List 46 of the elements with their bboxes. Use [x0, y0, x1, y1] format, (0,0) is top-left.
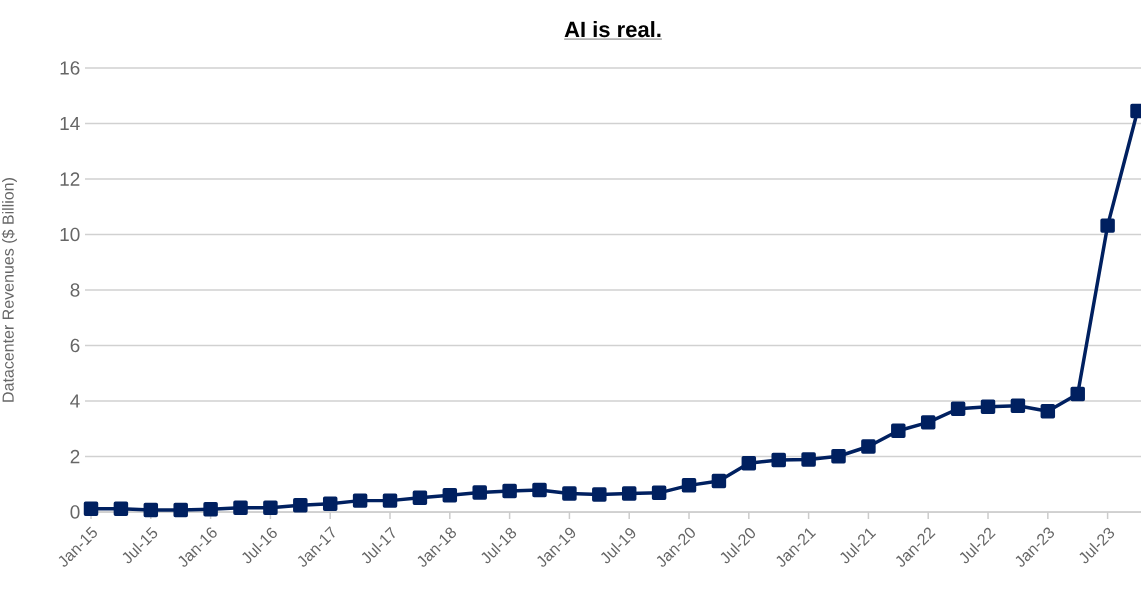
point [382, 493, 398, 508]
y-axis-title: Datacenter Revenues ($ Billion) [1, 178, 17, 402]
point [442, 488, 458, 503]
point [293, 498, 308, 513]
y-tick-label: 16 [60, 61, 80, 75]
point [412, 490, 428, 506]
point [233, 500, 248, 516]
y-tick-label: 12 [60, 172, 80, 186]
point [741, 455, 757, 471]
point [920, 415, 936, 430]
point [472, 485, 487, 500]
point [322, 496, 338, 511]
y-tick-label: 6 [70, 338, 80, 353]
point [621, 486, 637, 501]
point [592, 487, 607, 502]
point [711, 473, 727, 489]
point [801, 452, 816, 467]
point [1040, 404, 1056, 419]
point [83, 501, 99, 516]
point [532, 482, 547, 498]
point [1010, 398, 1026, 413]
y-tick-label: 8 [70, 283, 80, 297]
point [113, 501, 129, 516]
point [771, 452, 786, 468]
point [562, 486, 577, 501]
point [831, 448, 846, 464]
point [1100, 218, 1115, 233]
y-tick-label: 0 [70, 505, 80, 519]
y-tick-label: 14 [60, 116, 80, 131]
point [263, 500, 278, 516]
chart-title: AI is real. [564, 21, 661, 38]
point [173, 502, 188, 518]
y-tick-label: 4 [70, 394, 80, 408]
point [681, 478, 697, 493]
point [1070, 386, 1085, 402]
point [891, 423, 906, 438]
point [861, 439, 876, 454]
point [352, 493, 368, 508]
point [143, 502, 159, 518]
point [203, 501, 218, 517]
point [980, 399, 996, 415]
y-tick-label: 2 [70, 449, 80, 464]
point [950, 401, 966, 417]
point [502, 483, 517, 499]
point [651, 485, 667, 501]
y-tick-label: 10 [60, 227, 80, 242]
